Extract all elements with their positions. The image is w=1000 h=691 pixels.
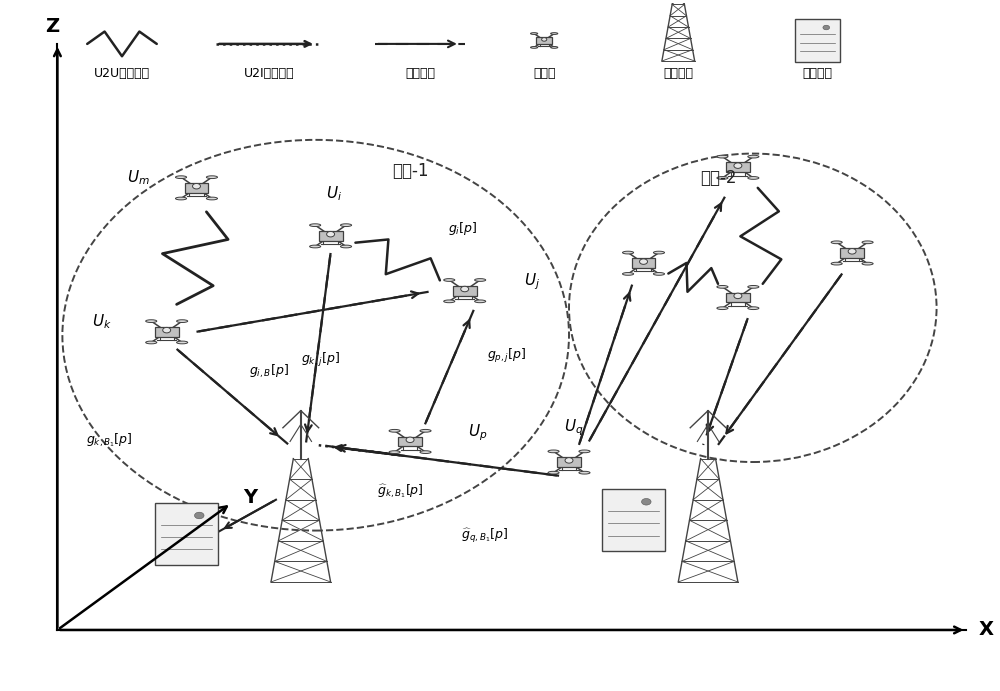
Text: $U_m$: $U_m$ <box>127 169 150 187</box>
Ellipse shape <box>551 46 558 48</box>
Ellipse shape <box>717 155 728 158</box>
Polygon shape <box>726 162 750 172</box>
Ellipse shape <box>717 177 728 180</box>
Circle shape <box>327 231 335 237</box>
Text: Y: Y <box>243 488 257 507</box>
Ellipse shape <box>548 471 559 474</box>
Polygon shape <box>319 231 343 240</box>
Ellipse shape <box>623 252 634 254</box>
Ellipse shape <box>340 224 352 227</box>
Circle shape <box>193 184 200 189</box>
Ellipse shape <box>444 300 455 303</box>
Text: $g_{k,j}[p]$: $g_{k,j}[p]$ <box>301 351 340 369</box>
Text: 无人机: 无人机 <box>533 67 555 80</box>
Ellipse shape <box>146 320 157 323</box>
Polygon shape <box>398 437 422 446</box>
Ellipse shape <box>389 451 400 453</box>
Ellipse shape <box>831 241 842 244</box>
Text: $U_k$: $U_k$ <box>92 312 112 331</box>
Ellipse shape <box>175 197 187 200</box>
Ellipse shape <box>310 245 321 248</box>
Ellipse shape <box>475 278 486 281</box>
Ellipse shape <box>862 263 873 265</box>
Ellipse shape <box>475 300 486 303</box>
Polygon shape <box>536 37 552 44</box>
Ellipse shape <box>748 177 759 180</box>
Ellipse shape <box>177 320 188 323</box>
Polygon shape <box>155 327 179 337</box>
Ellipse shape <box>717 307 728 310</box>
Ellipse shape <box>551 32 558 35</box>
Circle shape <box>406 437 414 442</box>
Ellipse shape <box>748 307 759 310</box>
Ellipse shape <box>653 252 665 254</box>
Ellipse shape <box>175 176 187 178</box>
Circle shape <box>565 457 573 463</box>
Text: $U_i$: $U_i$ <box>326 184 342 203</box>
Text: 干扰链路: 干扰链路 <box>405 67 435 80</box>
Ellipse shape <box>531 32 538 35</box>
Circle shape <box>734 293 742 299</box>
Text: $g_i[p]$: $g_i[p]$ <box>448 220 477 238</box>
Ellipse shape <box>862 241 873 244</box>
Ellipse shape <box>444 278 455 281</box>
Text: Z: Z <box>45 17 60 36</box>
Polygon shape <box>602 489 665 551</box>
Ellipse shape <box>146 341 157 344</box>
Ellipse shape <box>340 245 352 248</box>
Ellipse shape <box>531 46 538 48</box>
Polygon shape <box>557 457 581 467</box>
Text: $\widehat{g}_{k,B_1}[p]$: $\widehat{g}_{k,B_1}[p]$ <box>377 482 423 500</box>
Ellipse shape <box>623 272 634 275</box>
Circle shape <box>542 37 547 41</box>
Polygon shape <box>795 19 840 62</box>
Text: $g_{k,B_1}[p]$: $g_{k,B_1}[p]$ <box>86 431 132 448</box>
Text: X: X <box>978 621 993 639</box>
Polygon shape <box>453 286 477 296</box>
Ellipse shape <box>206 176 218 178</box>
Polygon shape <box>726 292 750 303</box>
Ellipse shape <box>748 285 759 288</box>
Ellipse shape <box>748 155 759 158</box>
Ellipse shape <box>548 450 559 453</box>
Text: 计算平台: 计算平台 <box>802 67 832 80</box>
Text: $U_q$: $U_q$ <box>564 417 584 438</box>
Text: U2U通信链路: U2U通信链路 <box>94 67 150 80</box>
Text: 子网-2: 子网-2 <box>700 169 736 187</box>
Ellipse shape <box>206 197 218 200</box>
Ellipse shape <box>653 272 665 275</box>
Ellipse shape <box>389 429 400 432</box>
Text: $\widehat{g}_{q,B_1}[p]$: $\widehat{g}_{q,B_1}[p]$ <box>461 527 508 545</box>
Text: $U_p$: $U_p$ <box>468 422 487 443</box>
Polygon shape <box>155 503 218 565</box>
Circle shape <box>642 498 651 505</box>
Circle shape <box>195 512 204 519</box>
Text: 地面基站: 地面基站 <box>663 67 693 80</box>
Circle shape <box>734 163 742 169</box>
Circle shape <box>640 259 647 265</box>
Ellipse shape <box>717 285 728 288</box>
Text: $g_{i,B}[p]$: $g_{i,B}[p]$ <box>249 363 289 380</box>
Polygon shape <box>840 248 864 258</box>
Ellipse shape <box>579 471 590 474</box>
Polygon shape <box>185 183 208 193</box>
Circle shape <box>461 286 469 292</box>
Text: $U_j$: $U_j$ <box>524 272 540 292</box>
Ellipse shape <box>420 429 431 432</box>
Ellipse shape <box>831 263 842 265</box>
Circle shape <box>823 25 830 30</box>
Ellipse shape <box>310 224 321 227</box>
Text: U2I通信链路: U2I通信链路 <box>244 67 294 80</box>
Text: $g_{p,j}[p]$: $g_{p,j}[p]$ <box>487 348 527 366</box>
Ellipse shape <box>579 450 590 453</box>
Circle shape <box>848 249 856 254</box>
Text: 子网-1: 子网-1 <box>392 162 428 180</box>
Ellipse shape <box>177 341 188 344</box>
Circle shape <box>163 328 171 333</box>
Ellipse shape <box>420 451 431 453</box>
Polygon shape <box>632 258 655 268</box>
